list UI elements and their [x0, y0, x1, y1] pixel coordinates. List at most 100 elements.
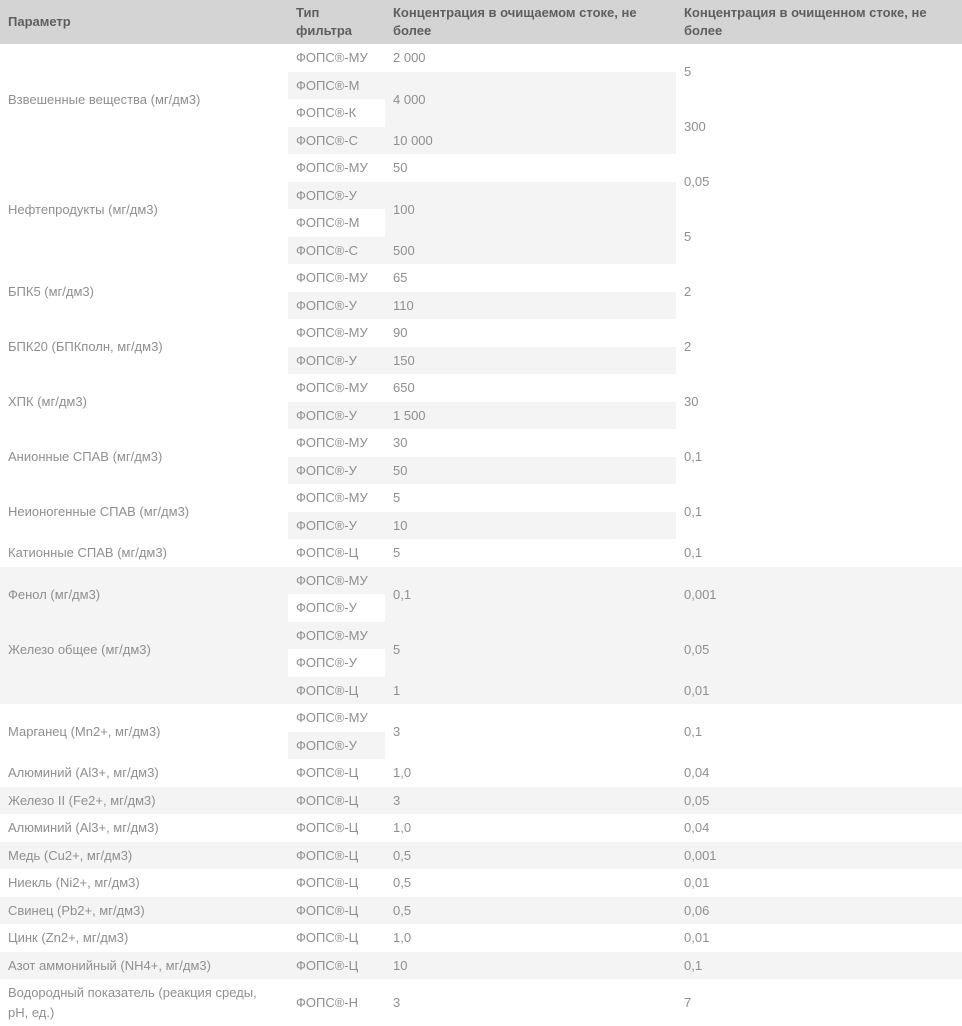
- filter-type-cell: ФОПС®-Ц: [288, 896, 385, 925]
- table-row: ФОПС®-У: [0, 594, 962, 622]
- inlet-concentration-cell: 500: [385, 236, 676, 265]
- table-row: Неионогенные СПАВ (мг/дм3) ФОПС®-МУ 5 0,1: [0, 484, 962, 540]
- table-row: Железо общее (мг/дм3) ФОПС®-МУ 5 0,05: [0, 621, 962, 677]
- filter-type-cell: ФОПС®-Ц: [288, 924, 385, 952]
- outlet-concentration-cell: 0,04: [676, 814, 962, 842]
- filter-type-cell: ФОПС®-У: [288, 346, 385, 375]
- inlet-concentration-cell: 150: [385, 346, 676, 375]
- inlet-concentration-cell: 100: [385, 181, 676, 237]
- inlet-concentration-cell: 3: [385, 704, 676, 760]
- table-row: Катионные СПАВ (мг/дм3) ФОПС®-Ц 5 0,1: [0, 539, 962, 567]
- inlet-concentration-cell: 5: [385, 484, 676, 512]
- filter-type-cell: ФОПС®-МУ: [288, 484, 385, 512]
- table-row: Свинец (Pb2+, мг/дм3) ФОПС®-Ц 0,5 0,06: [0, 896, 962, 925]
- inlet-concentration-cell: 10 000: [385, 126, 676, 155]
- outlet-concentration-cell: 0,05: [676, 621, 962, 677]
- param-cell: Взвешенные вещества (мг/дм3): [0, 44, 288, 155]
- filter-type-cell: ФОПС®-Ц: [288, 539, 385, 567]
- filter-type-cell: ФОПС®-Ц: [288, 869, 385, 897]
- param-cell: Марганец (Mn2+, мг/дм3): [0, 704, 288, 760]
- filter-type-cell: ФОПС®-Ц: [288, 951, 385, 980]
- filter-type-cell: ФОПС®-Ц: [288, 814, 385, 842]
- table-row: БПК5 (мг/дм3) ФОПС®-МУ 65 2: [0, 264, 962, 320]
- table-row: ФОПС®-У 110: [0, 291, 962, 320]
- param-cell: Цинк (Zn2+, мг/дм3): [0, 924, 288, 952]
- inlet-concentration-cell: 1: [385, 676, 676, 705]
- filter-type-cell: ФОПС®-У: [288, 511, 385, 540]
- outlet-concentration-cell: 0,001: [676, 566, 962, 622]
- inlet-concentration-cell: 3: [385, 786, 676, 815]
- filter-type-cell: ФОПС®-Ц: [288, 786, 385, 815]
- inlet-concentration-cell: 0,5: [385, 896, 676, 925]
- inlet-concentration-cell: 0,5: [385, 869, 676, 897]
- outlet-concentration-cell: 0,04: [676, 759, 962, 787]
- param-cell: Нефтепродукты (мг/дм3): [0, 154, 288, 265]
- param-cell: Катионные СПАВ (мг/дм3): [0, 539, 288, 567]
- inlet-concentration-cell: 30: [385, 429, 676, 457]
- table-row: ФОПС®-У: [0, 731, 962, 760]
- table-row: ФОПС®-С 500: [0, 236, 962, 265]
- inlet-concentration-cell: 650: [385, 374, 676, 402]
- table-row: ХПК (мг/дм3) ФОПС®-МУ 650 30: [0, 374, 962, 430]
- table-row: ФОПС®-У 10: [0, 511, 962, 540]
- param-cell: Водородный показатель (реакция среды, pH…: [0, 979, 288, 1026]
- outlet-concentration-cell: 0,01: [676, 924, 962, 952]
- filter-type-cell: ФОПС®-МУ: [288, 621, 385, 650]
- inlet-concentration-cell: 10: [385, 951, 676, 980]
- filter-type-cell: ФОПС®-Ц: [288, 841, 385, 870]
- header-row: Параметр Тип фильтра Концентрация в очищ…: [0, 0, 962, 45]
- header-filter-type: Тип фильтра: [288, 0, 385, 45]
- param-cell: Свинец (Pb2+, мг/дм3): [0, 896, 288, 925]
- outlet-concentration-cell: 0,05: [676, 786, 962, 815]
- outlet-concentration-cell: 5: [676, 44, 962, 100]
- inlet-concentration-cell: 5: [385, 539, 676, 567]
- filter-type-cell: ФОПС®-У: [288, 731, 385, 760]
- table-header: Параметр Тип фильтра Концентрация в очищ…: [0, 0, 962, 45]
- outlet-concentration-cell: 0,01: [676, 676, 962, 705]
- table-row: Марганец (Mn2+, мг/дм3) ФОПС®-МУ 3 0,1: [0, 704, 962, 760]
- outlet-concentration-cell: 7: [676, 979, 962, 1026]
- outlet-concentration-cell: 0,05: [676, 154, 962, 210]
- outlet-concentration-cell: 0,1: [676, 704, 962, 760]
- outlet-concentration-cell: 0,1: [676, 484, 962, 540]
- filter-type-cell: ФОПС®-У: [288, 181, 385, 210]
- table-row: Алюминий (Al3+, мг/дм3) ФОПС®-Ц 1,0 0,04: [0, 759, 962, 787]
- table-row: БПК20 (БПКполн, мг/дм3) ФОПС®-МУ 90 2: [0, 319, 962, 375]
- filter-type-cell: ФОПС®-Ц: [288, 759, 385, 787]
- filter-type-cell: ФОПС®-Ц: [288, 676, 385, 705]
- filter-type-cell: ФОПС®-МУ: [288, 704, 385, 732]
- filter-type-cell: ФОПС®-МУ: [288, 319, 385, 347]
- table-row: Анионные СПАВ (мг/дм3) ФОПС®-МУ 30 0,1: [0, 429, 962, 485]
- outlet-concentration-cell: 0,06: [676, 896, 962, 925]
- filter-type-cell: ФОПС®-С: [288, 126, 385, 155]
- filter-type-cell: ФОПС®-Н: [288, 979, 385, 1026]
- table-row: Нефтепродукты (мг/дм3) ФОПС®-МУ 50 0,05: [0, 154, 962, 265]
- table-row: Медь (Cu2+, мг/дм3) ФОПС®-Ц 0,5 0,001: [0, 841, 962, 870]
- table-row: ФОПС®-М 4 000: [0, 71, 962, 127]
- header-inlet-concentration: Концентрация в очищаемом стоке, не более: [385, 0, 676, 45]
- table-row: Фенол (мг/дм3) ФОПС®-МУ 0,1 0,001: [0, 566, 962, 622]
- filter-type-cell: ФОПС®-У: [288, 291, 385, 320]
- inlet-concentration-cell: 50: [385, 154, 676, 182]
- table-row: Азот аммонийный (NH4+, мг/дм3) ФОПС®-Ц 10 0…: [0, 951, 962, 980]
- param-cell: Ниекль (Ni2+, мг/дм3): [0, 869, 288, 897]
- table-row: Алюминий (Al3+, мг/дм3) ФОПС®-Ц 1,0 0,04: [0, 814, 962, 842]
- table-row: Взвешенные вещества (мг/дм3) ФОПС®-МУ 2 00…: [0, 44, 962, 155]
- outlet-concentration-cell: 2: [676, 319, 962, 375]
- inlet-concentration-cell: 1,0: [385, 924, 676, 952]
- param-cell: БПК5 (мг/дм3): [0, 264, 288, 320]
- table-row: ФОПС®-У 100: [0, 181, 962, 237]
- table-row: ФОПС®-У 150: [0, 346, 962, 375]
- table-row: ФОПС®-С 10 000: [0, 126, 962, 155]
- inlet-concentration-cell: 0,5: [385, 841, 676, 870]
- param-cell: Алюминий (Al3+, мг/дм3): [0, 814, 288, 842]
- inlet-concentration-cell: 90: [385, 319, 676, 347]
- filter-type-cell: ФОПС®-У: [288, 594, 385, 622]
- inlet-concentration-cell: 65: [385, 264, 676, 292]
- table-row: ФОПС®-У: [0, 649, 962, 677]
- inlet-concentration-cell: 5: [385, 621, 676, 677]
- inlet-concentration-cell: 1 500: [385, 401, 676, 430]
- inlet-concentration-cell: 1,0: [385, 814, 676, 842]
- table-row: ФОПС®-Ц 1 0,01: [0, 676, 962, 705]
